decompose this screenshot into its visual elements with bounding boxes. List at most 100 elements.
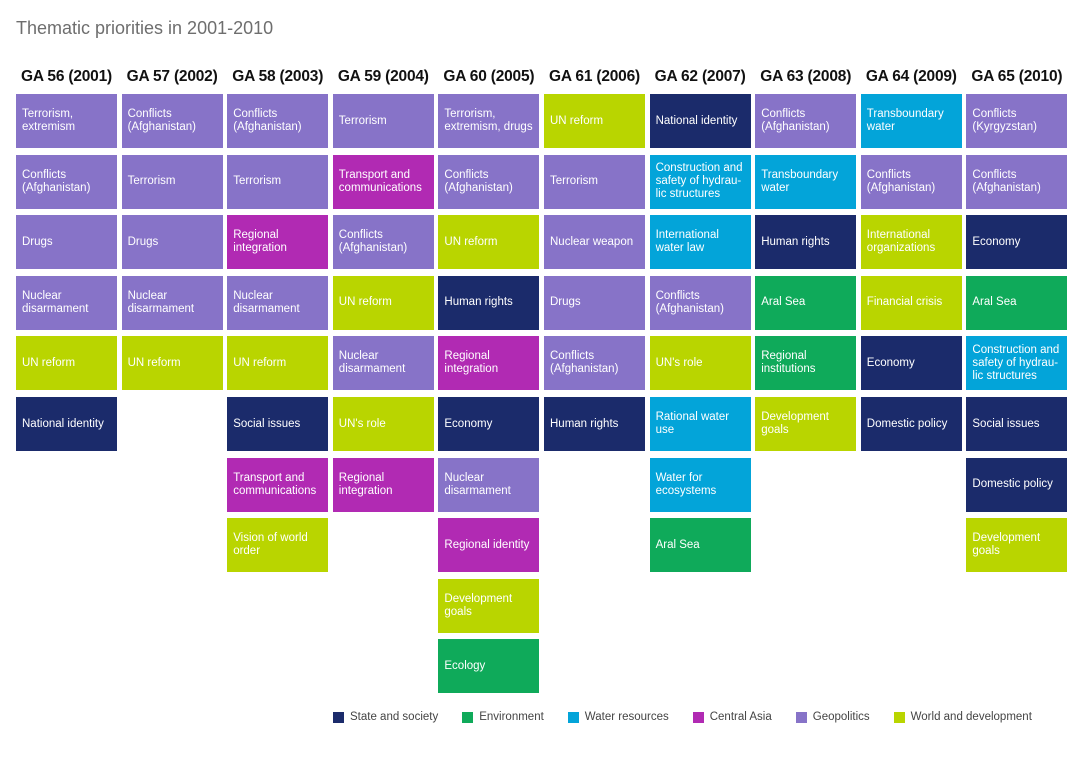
- priority-tile: UN reform: [227, 336, 329, 391]
- priority-tile: Terrorism, extremism: [16, 94, 117, 148]
- priority-label: Vision of world order: [233, 532, 308, 558]
- priority-label: Terrorism: [338, 114, 387, 127]
- priority-tile: National identity: [16, 397, 117, 451]
- priority-label: Terrorism, extremism, drugs: [444, 108, 533, 133]
- legend-label: State and society: [350, 711, 439, 723]
- priority-label: Regional integration: [444, 350, 499, 376]
- priority-tile: Social issues: [966, 397, 1068, 451]
- priority-label: Aral Sea: [655, 538, 700, 551]
- legend-label: Environment: [479, 711, 544, 723]
- priority-label: UN reform: [22, 356, 76, 369]
- priority-label: UN reform: [127, 356, 181, 369]
- priority-tile: UN's role: [332, 397, 434, 451]
- priority-label: Conflicts (Afghanistan): [338, 229, 408, 255]
- priority-label: Terrorism, extremism: [22, 108, 76, 133]
- priority-tile: Drugs: [544, 275, 645, 330]
- priority-tile: UN reform: [121, 336, 223, 391]
- priority-tile: UN reform: [544, 94, 645, 148]
- priority-label: Transport and communications: [338, 168, 422, 194]
- priority-tile: Water for ecosystems: [649, 457, 751, 512]
- priority-tile: Aral Sea: [966, 275, 1068, 330]
- priority-label: Domestic policy: [972, 478, 1053, 491]
- priority-tile: Terrorism: [332, 94, 434, 148]
- priority-tile: Conflicts (Afghanistan): [227, 94, 329, 148]
- priority-tile: Terrorism: [227, 154, 329, 209]
- session-header: GA 60 (2005): [443, 68, 535, 85]
- session-column: GA 65 (2010) Conflicts (Kyrgyzstan) Confli…: [966, 66, 1068, 573]
- priority-label: Nuclear disarmament: [444, 471, 511, 497]
- session-column: GA 60 (2005) Terrorism, extremism, drugs C…: [438, 66, 540, 694]
- priority-tile: Drugs: [121, 215, 223, 270]
- priority-tile: Conflicts (Afghanistan): [755, 94, 857, 148]
- priority-label: Conflicts (Afghanistan): [127, 108, 196, 133]
- priority-tile: Conflicts (Afghanistan): [16, 154, 117, 209]
- priority-tile: Nuclear disarmament: [227, 275, 329, 330]
- priority-tile: Regional institutions: [755, 336, 857, 391]
- priority-tile: Nuclear disarmament: [121, 275, 223, 330]
- priority-tile: UN reform: [332, 275, 434, 330]
- legend-swatch: [462, 711, 474, 723]
- priority-tile: Conflicts (Kyrgyzstan): [966, 94, 1068, 148]
- priority-label: National identity: [655, 114, 738, 127]
- priority-tile: Terrorism: [121, 154, 223, 209]
- priority-label: Terrorism: [550, 175, 598, 188]
- priority-tile: Vision of world order: [227, 518, 329, 573]
- priority-label: UN reform: [338, 296, 392, 309]
- legend-label: Central Asia: [709, 711, 772, 723]
- priority-label: Transboundary water: [761, 168, 839, 194]
- priority-label: Economy: [866, 356, 915, 369]
- priority-tile: UN reform: [16, 336, 117, 391]
- priority-tile: Conflicts (Afghanistan): [438, 154, 540, 209]
- session-column: GA 59 (2004) Terrorism Transport and commu…: [332, 66, 434, 512]
- legend-label: Geopolitics: [812, 711, 870, 723]
- priority-label: Rational water use: [655, 411, 730, 436]
- priority-label: UN's role: [338, 417, 386, 430]
- priority-tile: Nuclear disarmament: [16, 275, 117, 330]
- priority-label: Transboundary water: [866, 108, 944, 133]
- session-column: GA 62 (2007) National identity Constructio…: [649, 66, 751, 573]
- priority-tile: International water law: [649, 215, 751, 270]
- legend-item: State and society: [333, 711, 438, 723]
- priority-tile: Economy: [438, 397, 540, 451]
- legend-swatch: [567, 711, 579, 723]
- session-header: GA 65 (2010): [971, 68, 1063, 85]
- priority-label: Aral Sea: [761, 296, 806, 309]
- priority-tile: Development goals: [755, 397, 857, 451]
- priority-label: Financial crisis: [866, 296, 943, 309]
- priority-tile: Drugs: [16, 215, 117, 270]
- priority-label: Development goals: [761, 411, 829, 436]
- priority-tile: Development goals: [966, 518, 1068, 573]
- legend-swatch: [795, 711, 807, 723]
- priority-label: Nuclear disarmament: [338, 350, 406, 376]
- priority-tile: Conflicts (Afghanistan): [544, 336, 645, 391]
- priority-tile: Terrorism: [544, 154, 645, 209]
- priority-label: International organizations: [866, 229, 936, 255]
- session-column: GA 58 (2003) Conflicts (Afghanistan) Terro…: [227, 66, 329, 573]
- priority-tile: National identity: [649, 94, 751, 148]
- priority-label: Conflicts (Afghanistan): [655, 289, 724, 315]
- legend-label: Water resources: [584, 711, 669, 723]
- priority-label: Regional institutions: [761, 350, 816, 376]
- priority-label: Conflicts (Kyrgyzstan): [972, 108, 1037, 133]
- priority-tile: Economy: [860, 336, 962, 391]
- priority-label: Construction and safety of hydrau-lic st…: [972, 343, 1060, 382]
- session-column: GA 57 (2002) Conflicts (Afghanistan) Terro…: [121, 66, 223, 391]
- session-column: GA 64 (2009) Transboundary water Conflicts…: [860, 66, 962, 451]
- priority-tile: Social issues: [227, 397, 329, 451]
- priority-label: Transport and communications: [233, 471, 317, 497]
- priority-tile: Rational water use: [649, 397, 751, 451]
- legend-item: World and development: [893, 711, 1032, 723]
- priority-tile: Development goals: [438, 578, 540, 633]
- priority-tile: Regional integration: [227, 215, 329, 270]
- priority-label: Terrorism: [127, 175, 176, 188]
- priority-label: UN reform: [233, 356, 287, 369]
- priority-tile: Economy: [966, 215, 1068, 270]
- legend-item: Central Asia: [692, 711, 772, 723]
- session-header: GA 64 (2009): [865, 68, 957, 85]
- priority-tile: International organizations: [860, 215, 962, 270]
- priority-tile: UN reform: [438, 215, 540, 270]
- session-column: GA 63 (2008) Conflicts (Afghanistan) Trans…: [755, 66, 857, 451]
- priority-tile: UN's role: [649, 336, 751, 391]
- priority-label: Drugs: [127, 235, 159, 248]
- priority-label: Regional integration: [338, 471, 393, 497]
